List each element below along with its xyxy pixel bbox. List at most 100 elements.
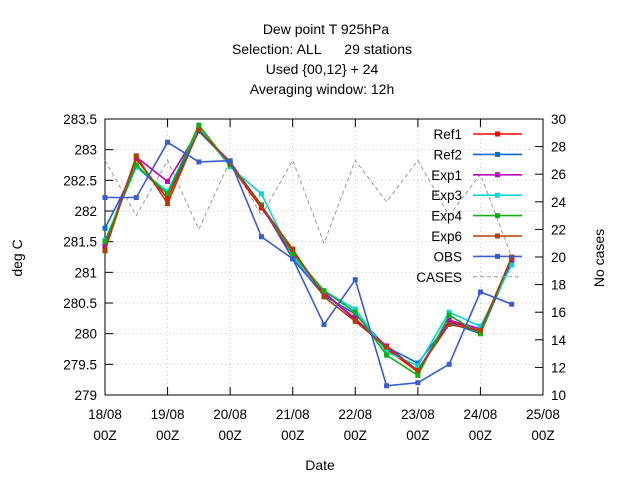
data-point-exp6 bbox=[384, 344, 390, 350]
title-line: Selection: ALL 29 stations bbox=[232, 41, 412, 57]
x-tick-label: 00Z bbox=[469, 428, 492, 443]
data-point-exp4 bbox=[352, 309, 358, 315]
legend-marker bbox=[495, 172, 500, 178]
data-point-exp6 bbox=[196, 127, 202, 133]
data-point-exp6 bbox=[133, 153, 139, 159]
x-tick-label: 00Z bbox=[93, 428, 116, 443]
x-tick-label: 20/08 bbox=[213, 407, 247, 422]
data-point-exp3 bbox=[258, 191, 264, 197]
legend-marker bbox=[495, 192, 500, 198]
y2-tick-label: 20 bbox=[551, 250, 566, 265]
legend-label: Ref1 bbox=[433, 127, 462, 142]
x-tick-label: 00Z bbox=[344, 428, 367, 443]
y2-tick-label: 24 bbox=[551, 195, 567, 210]
y-tick-label: 283.5 bbox=[63, 112, 97, 127]
data-point-exp4 bbox=[290, 251, 296, 257]
x-tick-label: 23/08 bbox=[401, 407, 435, 422]
y2-axis-label: No cases bbox=[591, 229, 607, 287]
data-point-exp6 bbox=[477, 328, 483, 334]
title-line: Averaging window: 12h bbox=[250, 81, 395, 97]
x-tick-label: 21/08 bbox=[276, 407, 310, 422]
x-tick-label: 00Z bbox=[219, 428, 242, 443]
data-point-obs bbox=[352, 277, 358, 283]
data-point-exp3 bbox=[446, 309, 452, 315]
data-point-exp3 bbox=[509, 262, 515, 268]
x-tick-label: 00Z bbox=[406, 428, 429, 443]
x-tick-label: 00Z bbox=[281, 428, 304, 443]
data-point-exp1 bbox=[165, 179, 171, 185]
legend-marker bbox=[495, 131, 500, 137]
series-line-obs bbox=[105, 141, 513, 387]
legend-label: Ref2 bbox=[433, 147, 462, 162]
data-point-exp1 bbox=[509, 257, 515, 263]
data-point-obs bbox=[477, 289, 483, 295]
title-line: Dew point T 925hPa bbox=[263, 21, 390, 37]
data-point-obs bbox=[384, 383, 390, 389]
data-point-exp4 bbox=[384, 352, 390, 358]
y2-tick-label: 16 bbox=[551, 305, 566, 320]
data-point-exp3 bbox=[415, 363, 421, 369]
data-point-exp4 bbox=[133, 162, 139, 168]
series-group bbox=[102, 122, 515, 389]
y-tick-label: 281.5 bbox=[63, 235, 97, 250]
y-tick-label: 279.5 bbox=[63, 357, 97, 372]
y-tick-label: 282.5 bbox=[63, 173, 97, 188]
data-point-exp6 bbox=[352, 318, 358, 324]
data-point-obs bbox=[196, 159, 202, 165]
x-tick-label: 24/08 bbox=[464, 407, 498, 422]
y2-tick-label: 30 bbox=[551, 112, 566, 127]
legend-label: Exp3 bbox=[431, 188, 462, 203]
title-line: Used {00,12} + 24 bbox=[266, 61, 379, 77]
data-point-exp1 bbox=[446, 317, 452, 323]
y-axis-ticks: 279 279.5 280 280.5 281 281.5 282 282.5 283 283.5 bbox=[63, 112, 113, 403]
x-tick-label: 00Z bbox=[156, 428, 179, 443]
legend-label: CASES bbox=[416, 270, 462, 285]
data-point-ref1 bbox=[102, 245, 108, 251]
series-line-exp3 bbox=[104, 126, 513, 367]
data-point-obs bbox=[415, 380, 421, 386]
data-point-exp3 bbox=[352, 306, 358, 312]
data-point-exp6 bbox=[415, 367, 421, 373]
x-axis-ticks: 18/08 00Z 19/08 00Z 20/08 00Z 21/08 00Z 22/08 00Z… bbox=[88, 119, 560, 443]
legend-marker bbox=[495, 253, 500, 259]
data-point-obs bbox=[290, 256, 296, 262]
data-point-exp3 bbox=[384, 349, 390, 355]
data-point-exp4 bbox=[446, 312, 452, 318]
series-line-ref2 bbox=[104, 129, 513, 365]
data-point-exp4 bbox=[196, 122, 202, 128]
data-point-ref1 bbox=[165, 196, 171, 202]
y2-tick-label: 22 bbox=[551, 222, 566, 237]
data-point-ref2 bbox=[102, 225, 108, 231]
legend-label: Exp1 bbox=[431, 168, 462, 183]
data-point-exp6 bbox=[102, 248, 108, 254]
data-point-obs bbox=[321, 321, 327, 327]
data-point-obs bbox=[165, 139, 171, 145]
y2-axis-ticks: 10 12 14 16 18 20 22 24 26 28 30 bbox=[535, 112, 567, 403]
x-axis-label: Date bbox=[305, 457, 335, 473]
x-tick-label: 25/08 bbox=[526, 407, 560, 422]
chart-title: Dew point T 925hPa Selection: ALL 29 sta… bbox=[232, 21, 412, 97]
data-point-exp4 bbox=[415, 372, 421, 378]
x-tick-label: 00Z bbox=[531, 428, 554, 443]
legend-label: OBS bbox=[433, 249, 462, 264]
data-point-exp3 bbox=[477, 323, 483, 329]
legend-label: Exp6 bbox=[431, 229, 462, 244]
legend-marker bbox=[495, 213, 500, 219]
data-point-exp4 bbox=[102, 239, 108, 245]
legend: Ref1 Ref2 Exp1 Exp3 Exp4 Exp6 OBS CASES bbox=[416, 127, 522, 285]
data-point-exp6 bbox=[165, 201, 171, 207]
data-point-obs bbox=[258, 234, 264, 240]
y-tick-label: 281 bbox=[74, 265, 97, 280]
data-point-exp6 bbox=[290, 246, 296, 252]
data-point-exp1 bbox=[102, 242, 108, 248]
series-line-exp6 bbox=[104, 128, 513, 372]
data-point-obs bbox=[227, 158, 233, 164]
x-tick-label: 22/08 bbox=[338, 407, 372, 422]
y2-tick-label: 28 bbox=[551, 140, 566, 155]
x-tick-label: 19/08 bbox=[151, 407, 185, 422]
data-point-obs bbox=[102, 195, 108, 201]
data-point-exp6 bbox=[258, 203, 264, 209]
y2-tick-label: 12 bbox=[551, 360, 566, 375]
data-point-obs bbox=[509, 301, 515, 307]
